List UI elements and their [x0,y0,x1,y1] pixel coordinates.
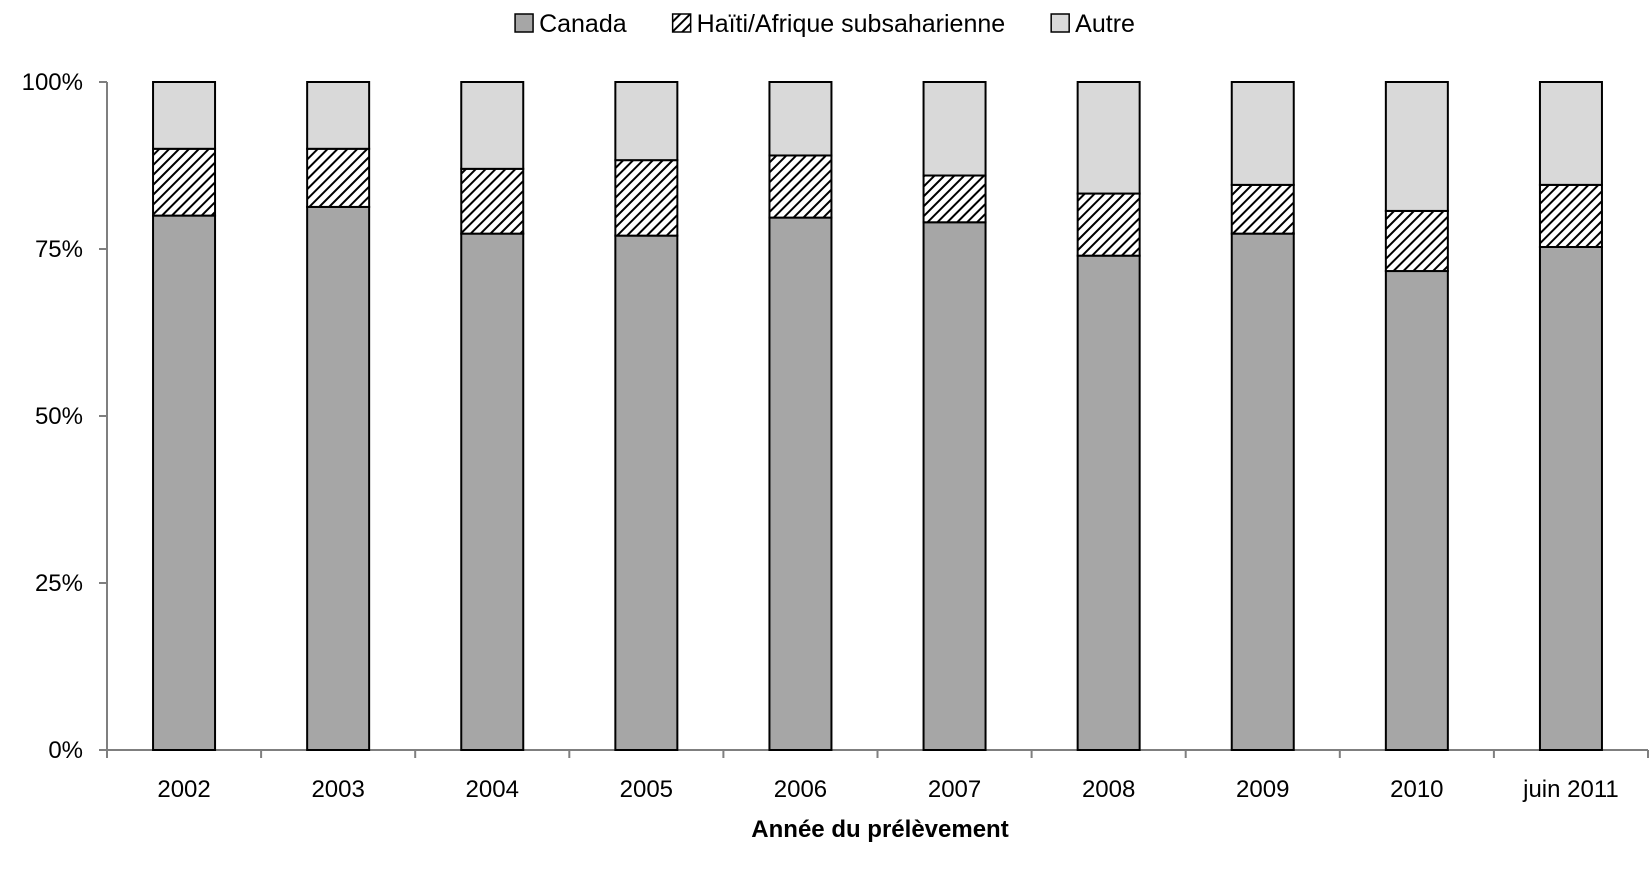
bar-segment [1076,192,1141,257]
x-tick-label: 2009 [1236,776,1289,803]
x-tick-label: 2008 [1082,776,1135,803]
bar-stack [922,81,987,751]
bar-segment [460,167,525,235]
legend-label: Autre [1075,10,1135,38]
bar-segment [1538,245,1603,751]
y-tick-label: 100% [22,69,83,96]
y-tick-label: 75% [35,236,83,263]
bar-stack [306,81,371,751]
x-tick-label: juin 2011 [1522,776,1619,803]
bar-segment [1076,254,1141,751]
bar-segment [614,81,679,162]
x-axis-title: Année du prélèvement [751,816,1008,843]
bar-segment [614,159,679,237]
bar-segment [152,214,217,752]
bar-stack [1230,81,1295,752]
bar-segment [768,216,833,751]
bar-segment [460,81,525,170]
x-tick-label: 2006 [774,776,827,803]
x-tick-label: 2002 [157,776,210,803]
bar-segment [922,221,987,751]
bar-segment [306,81,371,150]
legend-swatch [514,13,534,33]
x-tick-label: 2007 [928,776,981,803]
bar-stack [1076,81,1141,751]
x-tick-label: 2010 [1390,776,1443,803]
bar-segment [1538,183,1603,248]
bar-stack [614,81,679,751]
bar-segment [1230,183,1295,235]
y-tick-label: 25% [35,570,83,597]
legend: Canada Haïti/Afrique subsaharienne Autre [514,10,1135,38]
legend-swatch [671,13,692,33]
bar-segment [1538,81,1603,186]
legend-label: Haïti/Afrique subsaharienne [697,10,1006,38]
bar-stack [460,81,525,752]
bar-segment [1230,81,1295,186]
x-tick-label: 2003 [311,776,364,803]
bar-segment [1384,209,1449,273]
x-tick-label: 2005 [620,776,673,803]
bar-stack [1538,81,1603,751]
bar-segment [152,81,217,150]
bar-stack [1384,81,1449,751]
bar-segment [460,232,525,752]
bar-segment [768,154,833,219]
y-axis: 0% 25% 50% 75% 100% [22,69,108,764]
bar-segment [1076,81,1141,195]
bar-segment [306,147,371,208]
bar-segment [1384,270,1449,751]
bar-segment [1384,81,1449,212]
y-tick-label: 50% [35,403,83,430]
bar-segment [922,174,987,224]
bar-segment [922,81,987,177]
bar-segment [1230,232,1295,752]
x-axis: 2002 2003 2004 2005 2006 2007 2008 2009 2010 juin… [106,749,1649,803]
legend-label: Canada [539,10,627,38]
legend-swatch [1050,13,1070,33]
y-tick-label: 0% [48,737,83,764]
x-tick-label: 2004 [466,776,519,803]
bar-segment [768,81,833,157]
bar-segment [152,147,217,217]
bar-segment [306,205,371,751]
bar-segment [614,234,679,751]
bars [152,81,1603,752]
bar-stack [768,81,833,751]
bar-stack [152,81,217,752]
